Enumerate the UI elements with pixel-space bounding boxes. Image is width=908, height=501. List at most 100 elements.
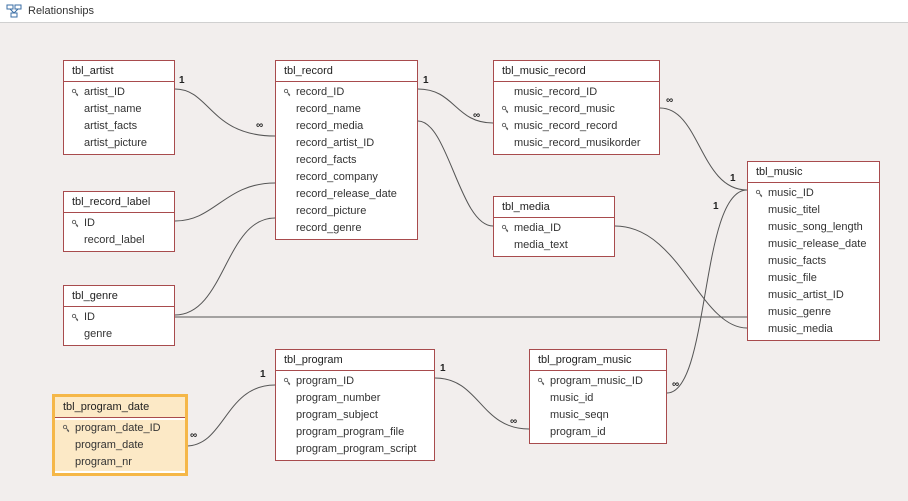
table-title[interactable]: tbl_record_label [64, 192, 174, 213]
field-name: ID [84, 216, 95, 231]
field-row[interactable]: record_company [276, 169, 417, 186]
field-row[interactable]: program_program_script [276, 441, 434, 458]
field-row[interactable]: music_seqn [530, 407, 666, 424]
relationship-line-media_record[interactable] [418, 121, 493, 226]
field-row[interactable]: music_record_record [494, 118, 659, 135]
primary-key-icon [61, 423, 75, 434]
table-title[interactable]: tbl_media [494, 197, 614, 218]
field-row[interactable]: genre [64, 326, 174, 343]
field-name: record_genre [296, 221, 361, 236]
table-tbl_program[interactable]: tbl_programprogram_IDprogram_numberprogr… [275, 349, 435, 461]
table-title[interactable]: tbl_music [748, 162, 879, 183]
field-row[interactable]: artist_ID [64, 84, 174, 101]
field-row[interactable]: music_record_music [494, 101, 659, 118]
field-row[interactable]: record_name [276, 101, 417, 118]
field-row[interactable]: artist_facts [64, 118, 174, 135]
cardinality-label: 1 [713, 201, 719, 212]
field-row[interactable]: program_ID [276, 373, 434, 390]
table-tbl_program_date[interactable]: tbl_program_date program_date_ID program_d… [54, 396, 186, 474]
cardinality-label: 1 [440, 363, 446, 374]
field-name: program_date [75, 438, 144, 453]
table-tbl_record[interactable]: tbl_record record_IDrecord_namerecord_med… [275, 60, 418, 240]
table-tbl_music_record[interactable]: tbl_music_recordmusic_record_IDmusic_rec… [493, 60, 660, 155]
primary-key-icon [536, 376, 550, 387]
relationship-line-programmusic_music[interactable] [667, 190, 747, 393]
table-title[interactable]: tbl_program_music [530, 350, 666, 371]
relationship-line-date_program[interactable] [186, 385, 275, 446]
field-row[interactable]: record_label [64, 232, 174, 249]
field-row[interactable]: program_music_ID [530, 373, 666, 390]
field-row[interactable]: artist_picture [64, 135, 174, 152]
field-name: record_label [84, 233, 145, 248]
table-tbl_artist[interactable]: tbl_artist artist_IDartist_nameartist_fac… [63, 60, 175, 155]
field-name: artist_picture [84, 136, 147, 151]
field-row[interactable]: program_date [55, 437, 185, 454]
field-name: record_facts [296, 153, 357, 168]
field-row[interactable]: music_record_ID [494, 84, 659, 101]
field-row[interactable]: artist_name [64, 101, 174, 118]
table-title[interactable]: tbl_program [276, 350, 434, 371]
field-row[interactable]: music_file [748, 270, 879, 287]
field-row[interactable]: program_nr [55, 454, 185, 471]
table-title[interactable]: tbl_genre [64, 286, 174, 307]
table-tbl_program_music[interactable]: tbl_program_music program_music_IDmusic_i… [529, 349, 667, 444]
field-row[interactable]: music_media [748, 321, 879, 338]
field-name: record_name [296, 102, 361, 117]
relationship-line-record_musicrecord[interactable] [418, 89, 493, 123]
field-name: music_artist_ID [768, 288, 844, 303]
field-row[interactable]: music_id [530, 390, 666, 407]
table-title[interactable]: tbl_artist [64, 61, 174, 82]
field-row[interactable]: music_release_date [748, 236, 879, 253]
field-row[interactable]: media_text [494, 237, 614, 254]
field-row[interactable]: record_media [276, 118, 417, 135]
field-name: record_picture [296, 204, 366, 219]
cardinality-label: ∞ [190, 430, 197, 441]
field-row[interactable]: music_titel [748, 202, 879, 219]
field-row[interactable]: music_artist_ID [748, 287, 879, 304]
field-row[interactable]: program_number [276, 390, 434, 407]
field-row[interactable]: program_program_file [276, 424, 434, 441]
table-title[interactable]: tbl_music_record [494, 61, 659, 82]
field-row[interactable]: record_genre [276, 220, 417, 237]
field-name: artist_facts [84, 119, 137, 134]
table-title[interactable]: tbl_record [276, 61, 417, 82]
field-row[interactable]: program_id [530, 424, 666, 441]
field-row[interactable]: music_ID [748, 185, 879, 202]
field-name: program_ID [296, 374, 354, 389]
cardinality-label: ∞ [510, 416, 517, 427]
primary-key-icon [70, 312, 84, 323]
field-row[interactable]: record_ID [276, 84, 417, 101]
field-name: program_number [296, 391, 380, 406]
table-tbl_media[interactable]: tbl_media media_IDmedia_text [493, 196, 615, 257]
field-name: music_record_musikorder [514, 136, 641, 151]
field-row[interactable]: record_picture [276, 203, 417, 220]
table-title[interactable]: tbl_program_date [55, 397, 185, 418]
field-row[interactable]: music_record_musikorder [494, 135, 659, 152]
field-row[interactable]: music_facts [748, 253, 879, 270]
table-tbl_music[interactable]: tbl_music music_IDmusic_titelmusic_song_l… [747, 161, 880, 341]
field-row[interactable]: program_date_ID [55, 420, 185, 437]
table-tbl_genre[interactable]: tbl_genre IDgenre [63, 285, 175, 346]
field-row[interactable]: ID [64, 309, 174, 326]
table-tbl_record_label[interactable]: tbl_record_label ID record_label [63, 191, 175, 252]
relationships-canvas[interactable]: tbl_artist artist_IDartist_nameartist_fac… [0, 23, 908, 501]
field-name: record_company [296, 170, 378, 185]
relationship-line-label_record[interactable] [175, 183, 275, 221]
field-row[interactable]: music_genre [748, 304, 879, 321]
field-row[interactable]: media_ID [494, 220, 614, 237]
primary-key-icon [500, 223, 514, 234]
field-name: music_titel [768, 203, 820, 218]
field-name: ID [84, 310, 95, 325]
relationship-line-media_music[interactable] [615, 226, 747, 328]
field-row[interactable]: record_release_date [276, 186, 417, 203]
cardinality-label: ∞ [672, 379, 679, 390]
field-row[interactable]: ID [64, 215, 174, 232]
field-row[interactable]: record_facts [276, 152, 417, 169]
window-title: Relationships [28, 5, 94, 17]
field-row[interactable]: program_subject [276, 407, 434, 424]
relationship-line-genre_record[interactable] [175, 218, 275, 315]
field-name: program_date_ID [75, 421, 161, 436]
field-row[interactable]: music_song_length [748, 219, 879, 236]
relationships-icon [6, 3, 22, 19]
field-row[interactable]: record_artist_ID [276, 135, 417, 152]
